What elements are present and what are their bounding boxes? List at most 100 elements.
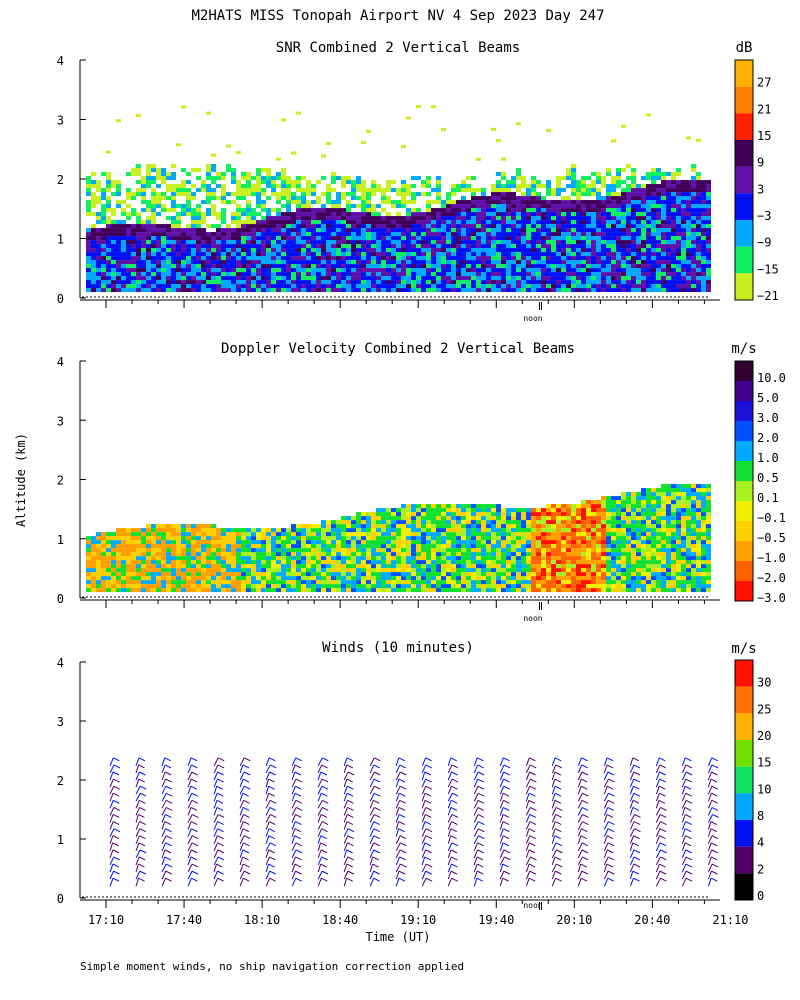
- wind-barb: [239, 856, 244, 866]
- wind-barb-flag: [606, 757, 614, 762]
- wind-barb: [577, 870, 583, 880]
- wind-barb: [577, 821, 583, 830]
- wind-barb-flag: [659, 835, 666, 840]
- wind-barb: [213, 764, 219, 774]
- wind-barb-flag: [295, 856, 302, 861]
- wind-barb: [629, 757, 634, 766]
- wind-barb: [473, 793, 479, 802]
- wind-barb-flag: [138, 863, 145, 868]
- wind-barb-flag: [347, 785, 354, 790]
- doppler-panel: Doppler Velocity Combined 2 Vertical Bea…: [57, 341, 786, 623]
- wind-barb-flag: [632, 842, 640, 847]
- wind-barb-flag: [320, 849, 328, 854]
- wind-barb-flag: [112, 821, 120, 826]
- wind-barb: [473, 821, 479, 830]
- wind-barb: [265, 793, 270, 802]
- wind-barb: [707, 863, 713, 873]
- wind-barb: [681, 842, 686, 851]
- wind-barb: [707, 842, 712, 851]
- colorbar-label: 10: [757, 782, 771, 796]
- wind-barb: [681, 877, 687, 887]
- wind-barb-flag: [112, 849, 120, 854]
- wind-barb-flag: [190, 757, 198, 762]
- wind-barb: [135, 835, 140, 844]
- wind-barb-flag: [243, 799, 250, 804]
- wind-barb-flag: [268, 792, 275, 797]
- wind-barb-flag: [374, 806, 381, 811]
- wind-barb-flag: [398, 792, 406, 797]
- y-tick-label: 2: [57, 774, 64, 788]
- wind-barb: [525, 878, 530, 887]
- wind-barb: [109, 863, 114, 873]
- wind-barb-flag: [113, 799, 120, 804]
- wind-barb: [525, 849, 530, 859]
- wind-barb: [707, 793, 712, 802]
- wind-barb: [577, 778, 582, 788]
- colorbar-swatch: [735, 820, 753, 847]
- wind-barb-flag: [711, 764, 719, 769]
- wind-barb-flag: [295, 806, 303, 811]
- wind-barb: [109, 828, 115, 837]
- colorbar-label: 3.0: [757, 411, 779, 425]
- wind-barb: [577, 842, 583, 852]
- wind-barb-flag: [321, 828, 328, 833]
- colorbar-label: −2.0: [757, 571, 786, 585]
- wind-barb-flag: [529, 771, 536, 776]
- wind-barb: [213, 793, 218, 802]
- wind-barb: [629, 807, 634, 816]
- wind-barb-flag: [555, 814, 563, 818]
- wind-barb: [343, 800, 348, 809]
- wind-barb: [681, 807, 686, 816]
- wind-barb: [499, 842, 504, 851]
- wind-barb-flag: [711, 863, 719, 868]
- wind-barb: [161, 878, 166, 887]
- wind-barb-flag: [450, 870, 458, 875]
- wind-barb-flag: [580, 863, 587, 868]
- wind-barb-flag: [711, 842, 718, 847]
- wind-barb-flag: [502, 792, 510, 797]
- winds-noon-label: noon: [523, 901, 542, 910]
- wind-barb: [629, 849, 635, 859]
- wind-barb-flag: [373, 849, 380, 854]
- wind-barb: [109, 778, 114, 788]
- wind-barb-flag: [633, 835, 640, 840]
- wind-barb: [291, 778, 297, 788]
- wind-barb-flag: [139, 849, 147, 854]
- colorbar-label: 15: [757, 756, 771, 770]
- wind-barb-flag: [243, 863, 250, 868]
- wind-barb-flag: [581, 842, 589, 847]
- wind-barb-flag: [268, 863, 275, 868]
- wind-barb-flag: [528, 799, 536, 804]
- y-tick-label: 0: [57, 292, 64, 306]
- wind-barb-flag: [216, 799, 224, 804]
- wind-barb-flag: [217, 842, 224, 847]
- wind-barb: [317, 863, 322, 873]
- y-tick-label: 4: [57, 656, 64, 670]
- wind-barb-flag: [711, 792, 718, 797]
- colorbar-label: −3.0: [757, 591, 786, 605]
- wind-barb-flag: [528, 828, 536, 833]
- wind-barb: [655, 856, 661, 866]
- wind-barb-flag: [321, 778, 329, 783]
- wind-barb: [551, 778, 556, 788]
- wind-barb-flag: [242, 856, 249, 861]
- wind-barb: [551, 814, 557, 823]
- wind-barb: [551, 757, 556, 767]
- wind-barb: [135, 771, 140, 781]
- wind-barb: [239, 828, 244, 837]
- wind-barb-flag: [164, 849, 172, 854]
- wind-barb-flag: [530, 806, 537, 811]
- wind-barb: [265, 863, 270, 873]
- wind-barb-flag: [243, 835, 251, 840]
- wind-barb: [473, 856, 478, 866]
- wind-barb: [655, 771, 661, 781]
- wind-barb: [213, 814, 219, 823]
- wind-barb-flag: [581, 870, 589, 875]
- wind-barb-flag: [269, 757, 276, 762]
- wind-barb-flag: [425, 785, 433, 790]
- wind-barb: [343, 764, 348, 774]
- y-tick-label: 2: [57, 474, 64, 488]
- wind-barb-flag: [529, 877, 536, 882]
- wind-barb-flag: [425, 757, 432, 762]
- wind-barb-flag: [139, 870, 147, 875]
